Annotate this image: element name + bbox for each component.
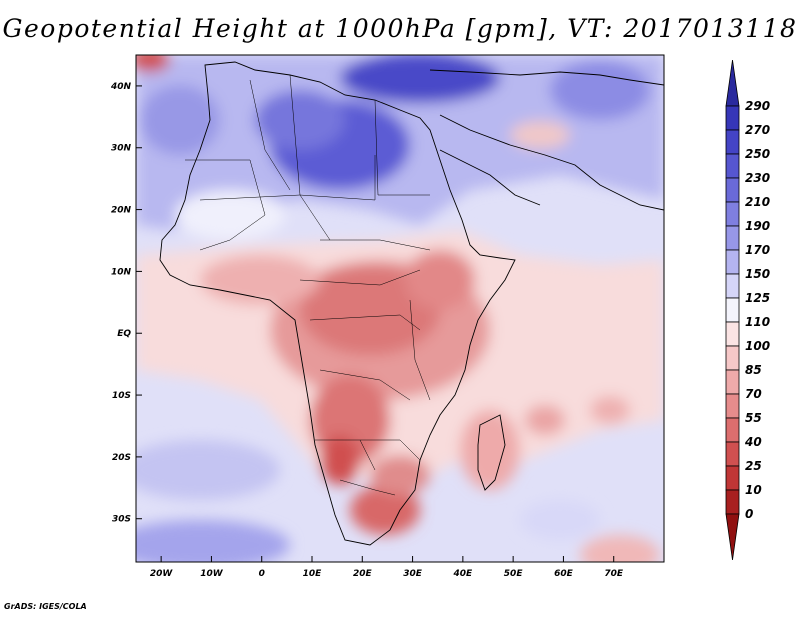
- grads-credit: GrADS: IGES/COLA: [4, 602, 87, 611]
- colorbar-label: 25: [745, 459, 762, 473]
- colorbar-label: 55: [745, 411, 762, 425]
- colorbar-label: 110: [745, 315, 770, 329]
- colorbar-segment: [725, 465, 740, 491]
- colorbar-segment: [725, 321, 740, 347]
- colorbar-segment: [725, 201, 740, 227]
- colorbar-label: 125: [745, 291, 770, 305]
- colorbar: 2902702502302101901701501251101008570554…: [725, 59, 770, 561]
- colorbar-label: 230: [745, 171, 770, 185]
- colorbar-segment: [725, 225, 740, 251]
- lon-tick-label: 70E: [604, 569, 624, 579]
- colorbar-label: 270: [745, 123, 770, 137]
- colorbar-segment: [725, 417, 740, 443]
- colorbar-label: 250: [745, 147, 770, 161]
- lat-tick-label: EQ: [117, 329, 131, 339]
- colorbar-segment: [725, 393, 740, 419]
- lat-tick-label: 20S: [112, 453, 131, 463]
- colorbar-segment: [725, 177, 740, 203]
- colorbar-label: 10: [745, 483, 762, 497]
- lat-tick-label: 30N: [111, 144, 132, 154]
- lat-tick-label: 10N: [111, 267, 132, 277]
- colorbar-label: 210: [745, 195, 770, 209]
- lon-tick-label: 10W: [200, 569, 224, 579]
- lon-tick-label: 10E: [303, 569, 323, 579]
- colorbar-segment: [725, 513, 740, 561]
- colorbar-segment: [725, 369, 740, 395]
- lat-tick-label: 40N: [110, 82, 132, 92]
- colorbar-segment: [725, 59, 740, 107]
- lat-tick-label: 10S: [112, 391, 131, 401]
- colorbar-segment: [725, 105, 740, 131]
- latitude-axis: 40N 30N 20N 10N EQ 10S 20S 30S: [110, 82, 142, 525]
- colorbar-segment: [725, 345, 740, 371]
- colorbar-label: 0: [745, 507, 753, 521]
- colorbar-segment: [725, 489, 740, 515]
- lon-tick-label: 20E: [353, 569, 373, 579]
- colorbar-label: 40: [744, 435, 762, 449]
- lat-tick-label: 20N: [111, 206, 132, 216]
- height-field: [136, 55, 664, 562]
- colorbar-segment: [725, 297, 740, 323]
- plot-frame: [135, 54, 665, 563]
- colorbar-segment: [725, 153, 740, 179]
- lon-tick-label: 0: [259, 569, 265, 579]
- colorbar-label: 170: [745, 243, 770, 257]
- map-title: Geopotential Height at 1000hPa [gpm], VT…: [2, 14, 798, 43]
- colorbar-segment: [725, 249, 740, 275]
- colorbar-segment: [725, 129, 740, 155]
- colorbar-label: 150: [745, 267, 770, 281]
- colorbar-segment: [725, 273, 740, 299]
- lon-tick-label: 50E: [504, 569, 524, 579]
- lon-tick-label: 60E: [554, 569, 574, 579]
- colorbar-label: 85: [745, 363, 762, 377]
- lon-tick-label: 30E: [403, 569, 423, 579]
- lon-tick-label: 40E: [453, 569, 474, 579]
- lat-tick-label: 30S: [112, 515, 131, 525]
- country-borders: [185, 74, 431, 496]
- coastlines: [159, 61, 664, 546]
- colorbar-label: 190: [745, 219, 770, 233]
- lon-tick-label: 20W: [150, 569, 174, 579]
- colorbar-label: 290: [745, 99, 770, 113]
- colorbar-label: 70: [745, 387, 762, 401]
- colorbar-segment: [725, 441, 740, 467]
- longitude-axis: 20W 10W 0 10E 20E 30E 40E 50E 60E 70E: [150, 556, 624, 579]
- colorbar-label: 100: [745, 339, 770, 353]
